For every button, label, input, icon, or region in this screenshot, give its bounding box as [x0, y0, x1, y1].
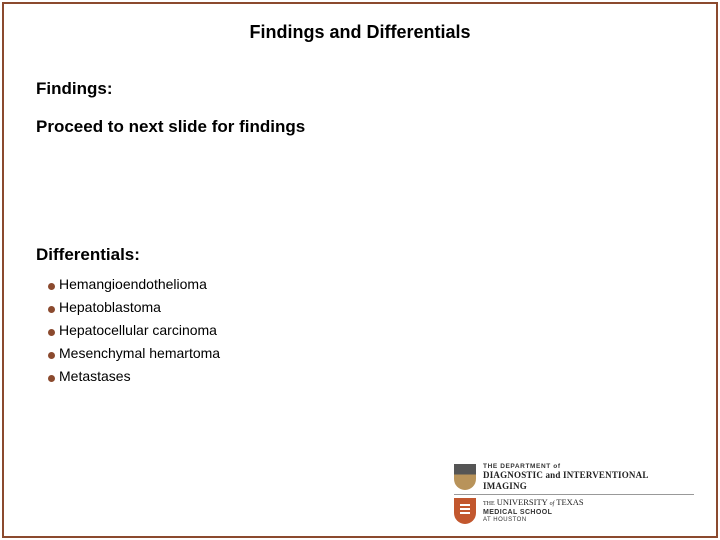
list-item-label: Hemangioendothelioma: [59, 273, 207, 296]
univ-logo-text: THE UNIVERSITY of TEXAS MEDICAL SCHOOL A…: [483, 498, 584, 524]
univ-line2: MEDICAL SCHOOL: [483, 509, 584, 517]
list-item: Mesenchymal hemartoma: [48, 342, 684, 365]
slide-frame: Findings and Differentials Findings: Pro…: [2, 2, 718, 538]
list-item-label: Hepatoblastoma: [59, 296, 161, 319]
univ-shield-icon: [454, 498, 476, 524]
list-item-label: Metastases: [59, 365, 131, 388]
univ-logo-row: THE UNIVERSITY of TEXAS MEDICAL SCHOOL A…: [454, 498, 694, 524]
findings-heading: Findings:: [36, 79, 684, 99]
list-item: Hepatoblastoma: [48, 296, 684, 319]
bullet-icon: [48, 283, 55, 290]
findings-body: Proceed to next slide for findings: [36, 117, 684, 137]
dept-name: DIAGNOSTIC and INTERVENTIONAL IMAGING: [483, 470, 694, 491]
dept-logo-text: THE DEPARTMENT of DIAGNOSTIC and INTERVE…: [483, 463, 694, 491]
footer-logo: THE DEPARTMENT of DIAGNOSTIC and INTERVE…: [454, 463, 694, 524]
bullet-icon: [48, 306, 55, 313]
list-item: Metastases: [48, 365, 684, 388]
bullet-icon: [48, 352, 55, 359]
list-item: Hepatocellular carcinoma: [48, 319, 684, 342]
list-item-label: Mesenchymal hemartoma: [59, 342, 220, 365]
content-area: Findings: Proceed to next slide for find…: [4, 79, 716, 388]
bullet-icon: [48, 329, 55, 336]
differentials-heading: Differentials:: [36, 245, 684, 265]
dept-prefix: THE DEPARTMENT of: [483, 463, 694, 470]
differentials-list: Hemangioendothelioma Hepatoblastoma Hepa…: [36, 273, 684, 388]
list-item-label: Hepatocellular carcinoma: [59, 319, 217, 342]
bullet-icon: [48, 375, 55, 382]
slide-title: Findings and Differentials: [4, 22, 716, 43]
title-area: Findings and Differentials: [4, 4, 716, 53]
dept-logo-row: THE DEPARTMENT of DIAGNOSTIC and INTERVE…: [454, 463, 694, 495]
dept-shield-icon: [454, 464, 476, 490]
list-item: Hemangioendothelioma: [48, 273, 684, 296]
univ-line3: AT HOUSTON: [483, 517, 584, 524]
univ-line1: THE UNIVERSITY of TEXAS: [483, 498, 584, 508]
